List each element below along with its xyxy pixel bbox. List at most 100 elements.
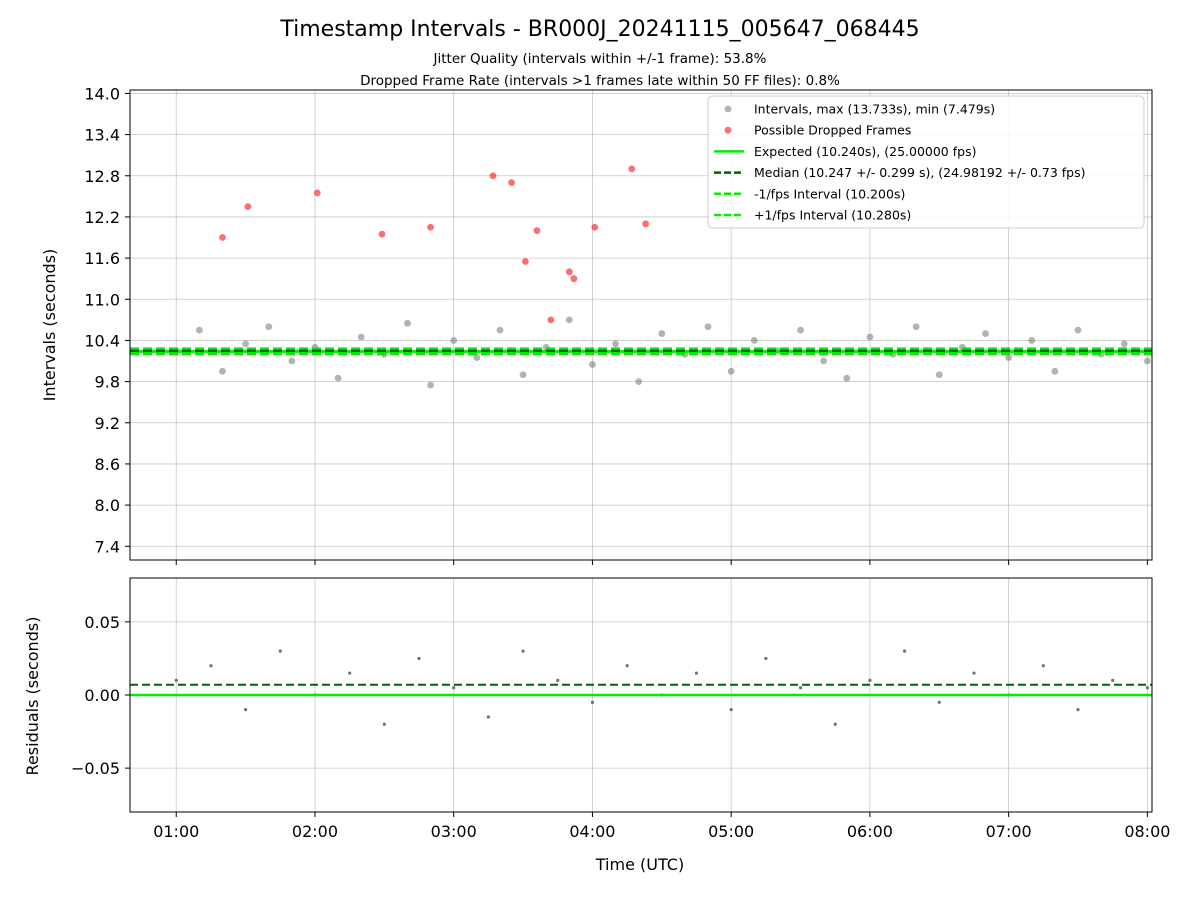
- residual-point: [1111, 678, 1115, 682]
- interval-point: [519, 371, 527, 379]
- residual-point: [348, 671, 352, 675]
- residual-point: [625, 664, 629, 668]
- interval-point: [473, 354, 481, 361]
- interval-point: [843, 374, 851, 382]
- interval-point: [1028, 337, 1036, 344]
- residuals-panel: 01:00 02:00 03:00 04:00 05:00 06:00 07:00 08:00…: [71, 577, 1170, 841]
- interval-point: [612, 340, 619, 348]
- x-tick-label: 05:00: [708, 822, 754, 841]
- intervals-y-tick-label: 8.6: [95, 455, 120, 474]
- interval-point: [704, 323, 712, 331]
- residual-point: [833, 722, 837, 726]
- dropped-frame-point: [219, 234, 226, 241]
- residuals-y-tick-label: −0.05: [71, 759, 120, 778]
- dropped-frame-point: [591, 223, 599, 231]
- interval-point: [565, 316, 573, 324]
- legend-entry: -1/fps Interval (10.200s): [754, 186, 905, 201]
- interval-point: [334, 374, 342, 382]
- x-tick-label: 01:00: [153, 822, 199, 841]
- residual-point: [556, 678, 560, 682]
- residual-point: [694, 671, 699, 675]
- residual-point: [972, 671, 976, 675]
- intervals-y-tick-label: 13.4: [84, 126, 120, 145]
- interval-point: [935, 371, 943, 379]
- x-axis-label: Time (UTC): [595, 855, 684, 874]
- intervals-y-tick-label: 11.0: [84, 290, 120, 309]
- residuals-y-tick-label: 0.00: [84, 686, 120, 705]
- dropped-frame-point: [642, 220, 650, 228]
- intervals-y-tick-label: 14.0: [84, 84, 120, 103]
- intervals-y-tick-label: 9.2: [95, 414, 120, 433]
- intervals-axes-frame: [129, 89, 1153, 561]
- interval-point: [1143, 357, 1151, 365]
- legend: Intervals, max (13.733s), min (7.479s) Po…: [707, 95, 1145, 229]
- dropped-frame-point: [521, 258, 529, 265]
- intervals-y-tick-label: 9.8: [95, 373, 120, 392]
- intervals-y-tick-label: 8.0: [95, 496, 120, 515]
- dropped-frame-point: [313, 189, 321, 197]
- residual-point: [937, 700, 941, 704]
- dropped-frame-point: [570, 275, 578, 283]
- x-tick-label: 02:00: [292, 822, 338, 841]
- dropped-frame-point: [547, 316, 555, 324]
- interval-point: [219, 367, 226, 375]
- residual-point: [417, 656, 421, 661]
- interval-point: [242, 340, 250, 348]
- intervals-y-tick-label: 11.6: [84, 249, 120, 268]
- dropped-frame-point: [565, 268, 573, 276]
- interval-point: [727, 367, 735, 375]
- dropped-frame-point: [378, 230, 386, 238]
- interval-point: [265, 323, 273, 331]
- dropped-frame-point: [244, 203, 252, 211]
- interval-point: [404, 319, 411, 327]
- residual-point: [244, 708, 248, 712]
- legend-entry: Median (10.247 +/- 0.299 s), (24.98192 +…: [754, 165, 1085, 180]
- interval-point: [357, 333, 365, 341]
- legend-marker: [724, 105, 732, 113]
- interval-point: [496, 326, 504, 334]
- residual-point: [902, 649, 907, 653]
- x-tick-label: 06:00: [847, 822, 893, 841]
- intervals-y-axis-label: Intervals (seconds): [40, 249, 59, 402]
- legend-box: [707, 95, 1145, 229]
- dropped-frame-point: [628, 165, 636, 173]
- residual-point: [1076, 708, 1080, 712]
- intervals-y-tick-label: 12.2: [84, 208, 120, 227]
- interval-point: [288, 357, 296, 365]
- residual-point: [278, 649, 282, 653]
- residual-point: [1145, 686, 1149, 690]
- interval-point: [427, 381, 434, 389]
- interval-point: [658, 330, 666, 337]
- residual-point: [486, 715, 490, 719]
- interval-point: [797, 326, 804, 334]
- residual-point: [729, 708, 733, 712]
- interval-point: [1051, 367, 1059, 375]
- residuals-y-axis-label: Residuals (seconds): [23, 617, 42, 776]
- interval-point: [820, 357, 828, 365]
- x-tick-label: 08:00: [1124, 822, 1170, 841]
- residual-point: [209, 664, 213, 668]
- dropped-frame-point: [508, 179, 515, 187]
- interval-point: [866, 333, 874, 341]
- interval-point: [1005, 354, 1013, 361]
- dropped-frame-point: [489, 172, 497, 180]
- interval-point: [912, 323, 920, 331]
- x-tick-label: 04:00: [569, 822, 615, 841]
- residuals-axes-frame: [129, 577, 1153, 813]
- legend-entry: Possible Dropped Frames: [754, 123, 911, 138]
- residual-point: [798, 686, 803, 690]
- x-tick-label: 03:00: [431, 822, 477, 841]
- residual-point: [382, 722, 386, 726]
- legend-marker: [724, 126, 732, 134]
- interval-point: [1074, 326, 1082, 334]
- legend-entry: Expected (10.240s), (25.00000 fps): [754, 144, 976, 159]
- chart-title: Timestamp Intervals - BR000J_20241115_00…: [279, 17, 919, 42]
- residual-point: [764, 656, 768, 661]
- legend-entry: Intervals, max (13.733s), min (7.479s): [754, 102, 995, 117]
- interval-point: [750, 337, 758, 344]
- residual-point: [868, 678, 872, 682]
- residual-point: [521, 649, 525, 653]
- chart-subtitle-dropped: Dropped Frame Rate (intervals >1 frames …: [360, 73, 840, 89]
